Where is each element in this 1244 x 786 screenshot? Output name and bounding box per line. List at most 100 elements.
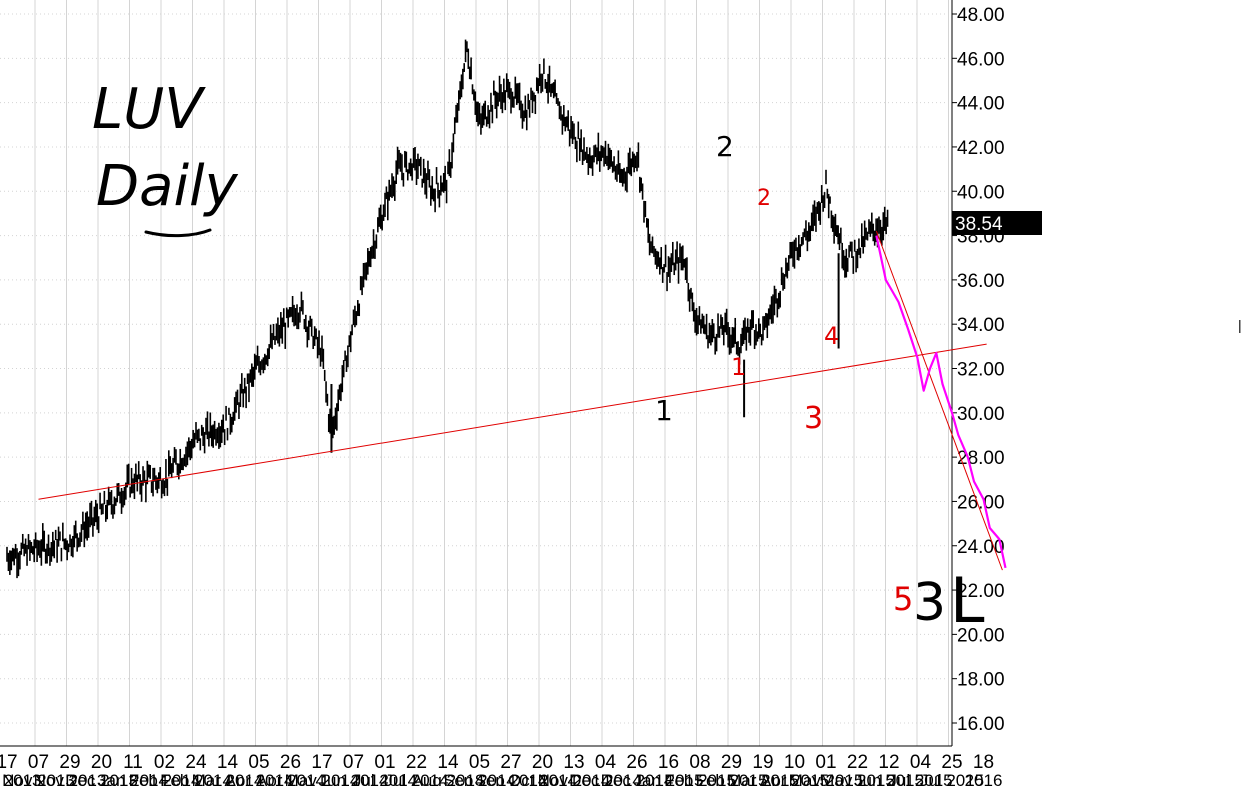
date-axis-month-label: Jan 2014 (98, 771, 168, 786)
date-axis-month-label: Nov 2013 (2, 771, 75, 786)
date-axis-day-label: 13 (563, 752, 584, 773)
date-axis-day-label: 26 (280, 752, 301, 773)
date-axis-day-label: 02 (154, 752, 175, 773)
date-axis-month-label: Feb 2015 (664, 771, 736, 786)
date-axis-day-label: 25 (941, 752, 962, 773)
date-axis-day-label: 27 (500, 752, 521, 773)
handwritten-title: LUV Daily (92, 77, 239, 238)
date-axis-month-label: May 2014 (285, 771, 360, 786)
price-axis-tick-label: 34.00 (957, 315, 1005, 336)
date-axis-month-label: Dec 2013 (65, 771, 138, 786)
date-axis-month-label: Feb 2014 (129, 771, 201, 786)
date-axis-month-label: Sep 2014 (443, 771, 516, 786)
date-axis-day-label: 29 (721, 752, 742, 773)
target-label-3: 3 (913, 573, 946, 633)
date-axis-month-label: Oct 2014 (508, 771, 577, 786)
date-axis-month-label: Aug 2014 (412, 771, 485, 786)
handwritten-underline (144, 228, 212, 238)
date-axis-day-label: 10 (784, 752, 805, 773)
price-axis-tick-label: 26.00 (957, 492, 1005, 513)
price-bars (6, 39, 889, 579)
date-axis-month-label: 2016 (965, 771, 1003, 786)
date-axis-month-label: Jan 2015 (634, 771, 704, 786)
date-axis-month-label: May 2015 (789, 771, 864, 786)
date-axis-day-label: 20 (532, 752, 553, 773)
date-axis-month-label: Jul 2015 (920, 771, 984, 786)
date-axis-day-label: 14 (437, 752, 459, 773)
date-axis-month-label: Jul 2014 (384, 771, 448, 786)
target-label-L: L (950, 564, 985, 637)
price-axis-tick-label: 32.00 (957, 360, 1005, 381)
date-axis-day-label: 26 (626, 752, 647, 773)
last-price-box (952, 211, 1042, 235)
wave-label-black-1: 1 (655, 394, 673, 427)
date-axis-day-label: 17 (311, 752, 332, 773)
date-axis-day-label: 04 (910, 752, 932, 773)
channel-line (875, 230, 1003, 571)
price-axis-tick-label: 44.00 (957, 94, 1005, 115)
date-axis-day-label: 07 (343, 752, 364, 773)
date-axis-day-label: 14 (217, 752, 239, 773)
date-axis-month-label: May 2015 (820, 771, 895, 786)
date-axis-day-label: 05 (469, 752, 490, 773)
wave-label-red-3: 3 (804, 401, 823, 436)
handwritten-title-line1: LUV (92, 77, 206, 142)
date-axis-day-label: 22 (847, 752, 868, 773)
date-axis-day-label: 17 (0, 752, 18, 773)
date-axis-day-label: 08 (689, 752, 710, 773)
date-axis-month-label: Oct 2013 (0, 771, 42, 786)
price-axis-tick-label: 30.00 (957, 404, 1005, 425)
price-axis-tick-label: 36.00 (957, 271, 1005, 292)
date-axis-day-label: 18 (973, 752, 994, 773)
date-axis-day-label: 29 (59, 752, 80, 773)
date-axis-month-label: Jun 2015 (854, 771, 924, 786)
date-axis-month-label: Apr 2014 (256, 771, 325, 786)
price-axis: 16.0018.0020.0022.0024.0026.0028.0030.00… (952, 5, 1005, 735)
date-axis-month-label: Jul 2014 (353, 771, 417, 786)
date-axis-month-label: Jul 2015 (888, 771, 952, 786)
wave-label-black-2: 2 (716, 130, 734, 163)
date-axis-month-label: Mar 2014 (192, 771, 264, 786)
date-axis-day-label: 05 (248, 752, 269, 773)
date-axis-month-label: Jun 2014 (319, 771, 389, 786)
date-axis-month-label: Feb 2014 (160, 771, 232, 786)
date-axis-day-label: 11 (123, 752, 143, 773)
wave-label-red-1: 1 (731, 353, 746, 381)
wave-labels: 1 1 2 2 3 4 5 3 L (655, 130, 985, 637)
date-axis-day-label: 22 (406, 752, 427, 773)
date-axis-day-label: 16 (658, 752, 679, 773)
date-axis-month-label: Apr 2015 (760, 771, 829, 786)
support-trendline (38, 343, 987, 500)
vertical-gridlines (34, 0, 949, 746)
wave-label-red-2: 2 (757, 186, 771, 211)
date-axis-month-label: Mar 2015 (727, 771, 799, 786)
price-axis-tick-label: 18.00 (957, 670, 1005, 691)
price-axis-tick-label: 20.00 (957, 625, 1005, 646)
date-axis-day-label: 20 (91, 752, 112, 773)
date-axis-day-label: 04 (595, 752, 617, 773)
last-price-label: 38.54 (955, 214, 1003, 235)
handwritten-title-line2: Daily (96, 154, 239, 219)
annotations (38, 230, 1007, 571)
wave-label-red-4: 4 (824, 322, 839, 350)
edge-mark: | (1238, 317, 1242, 333)
price-axis-tick-label: 24.00 (957, 537, 1005, 558)
date-axis-day-label: 01 (815, 752, 836, 773)
last-price-marker: 38.54 (952, 211, 1042, 235)
date-axis-month-label: Nov 2014 (538, 771, 611, 786)
date-axis-month-label: Dec 2014 (601, 771, 674, 786)
projected-path (875, 235, 1007, 569)
price-axis-tick-label: 42.00 (957, 138, 1005, 159)
price-axis-tick-label: 22.00 (957, 581, 1005, 602)
date-axis-day-label: 07 (28, 752, 49, 773)
price-axis-tick-label: 46.00 (957, 49, 1005, 70)
price-axis-tick-label: 40.00 (957, 182, 1005, 203)
date-axis-month-label: Sep 2014 (475, 771, 548, 786)
date-axis-month-label: Feb 2015 (696, 771, 768, 786)
date-axis-month-label: Nov 2013 (34, 771, 107, 786)
date-axis-day-label: 19 (752, 752, 773, 773)
price-axis-tick-label: 48.00 (957, 5, 1005, 26)
date-axis-day-label: 24 (185, 752, 207, 773)
